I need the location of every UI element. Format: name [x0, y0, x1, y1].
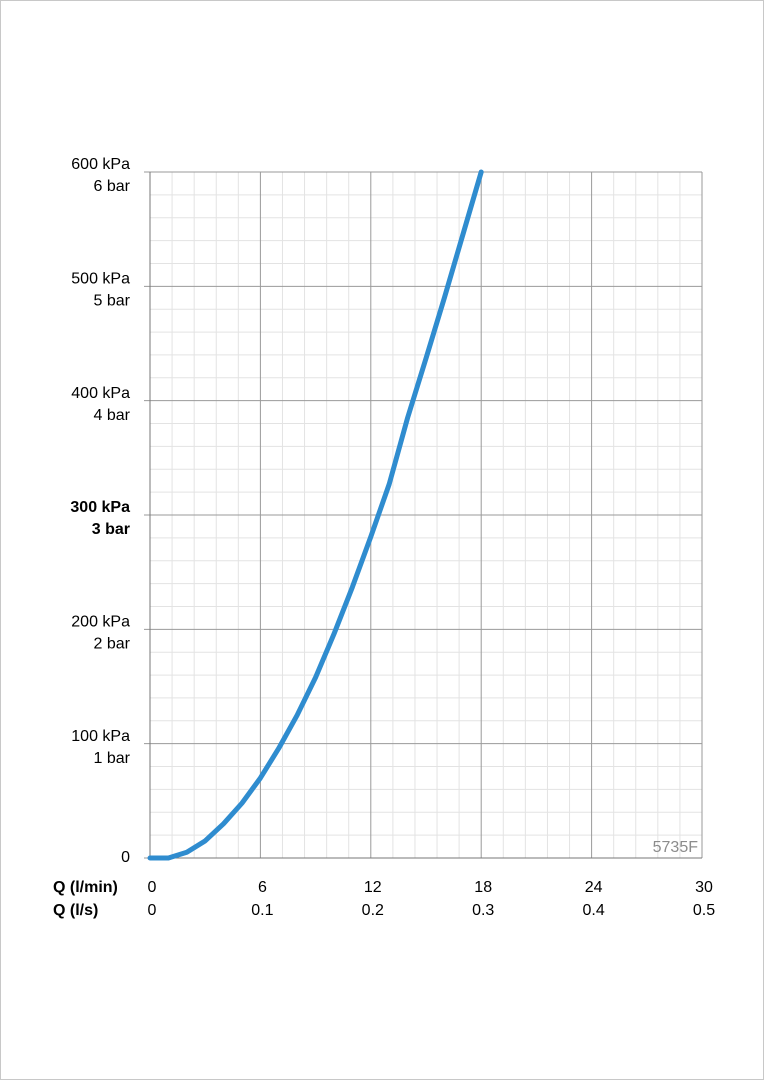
annotation: 5735F: [653, 839, 699, 856]
y-tick-label: 400 kPa: [71, 385, 130, 402]
data-line: [147, 169, 484, 861]
y-bar-tick-label: 2 bar: [94, 636, 131, 653]
x-tick-label: 12: [364, 879, 382, 896]
y-tick-label: 500 kPa: [71, 271, 130, 288]
x2-tick-label: 0.2: [362, 902, 384, 919]
y-tick-label: 0: [121, 849, 130, 866]
x2-axis-label: Q (l/s): [53, 902, 98, 919]
y-tick-label: 200 kPa: [71, 614, 130, 631]
x-tick-label: 6: [258, 879, 267, 896]
y-tick-label: 100 kPa: [71, 728, 130, 745]
x-tick-label: 24: [585, 879, 603, 896]
y-tick-label: 600 kPa: [71, 156, 130, 173]
x-tick-label: 0: [148, 879, 157, 896]
x-tick-label: 18: [474, 879, 492, 896]
x2-tick-label: 0.5: [693, 902, 715, 919]
x-tick-label: 30: [695, 879, 713, 896]
y-tick-label: 300 kPa: [70, 499, 130, 516]
x2-tick-label: 0: [148, 902, 157, 919]
x2-tick-label: 0.4: [582, 902, 604, 919]
x-axis-label: Q (l/min): [53, 879, 118, 896]
y-bar-tick-label: 4 bar: [94, 407, 131, 424]
y-bar-tick-label: 5 bar: [94, 293, 131, 310]
y-bar-tick-label: 6 bar: [94, 178, 131, 195]
y-bar-tick-label: 3 bar: [92, 521, 130, 538]
y-bar-tick-label: 1 bar: [94, 750, 131, 767]
x2-tick-label: 0.1: [251, 902, 273, 919]
x2-tick-label: 0.3: [472, 902, 494, 919]
